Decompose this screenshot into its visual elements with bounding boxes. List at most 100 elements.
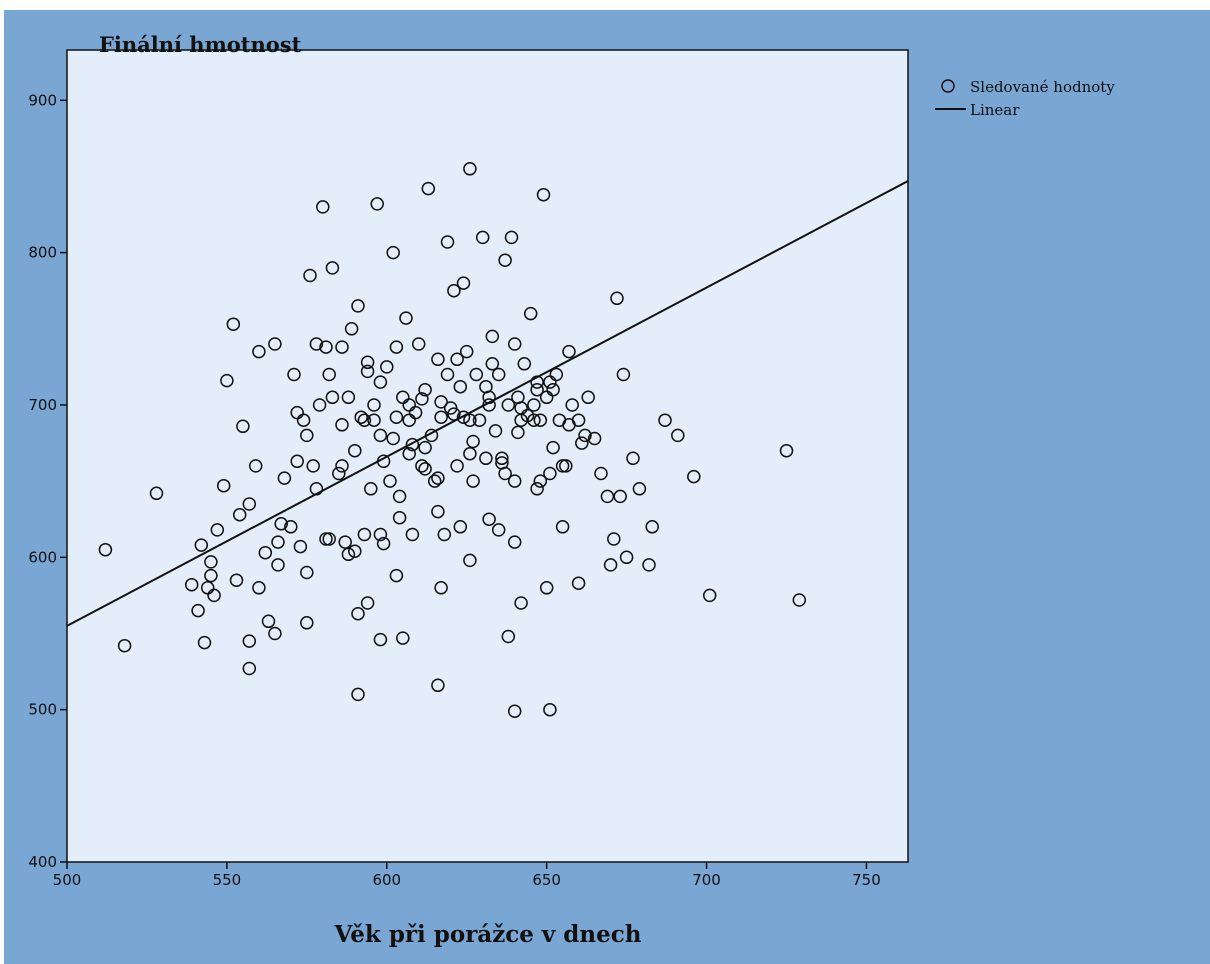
data-point — [383, 474, 397, 488]
data-point — [507, 337, 522, 351]
y-tick-label: 500 — [28, 701, 57, 719]
data-point — [322, 532, 336, 546]
data-point — [220, 373, 234, 388]
data-point — [386, 245, 400, 260]
data-point — [581, 390, 595, 405]
data-point — [575, 436, 589, 450]
plot-area — [66, 49, 909, 863]
data-point — [405, 527, 420, 542]
data-point — [418, 440, 432, 455]
data-point — [437, 527, 452, 542]
data-point — [402, 413, 416, 427]
data-point — [341, 390, 356, 405]
data-point — [204, 555, 218, 569]
data-point — [210, 523, 225, 537]
data-point — [226, 317, 241, 331]
data-point — [319, 340, 333, 354]
x-tick-label: 700 — [692, 871, 721, 889]
legend-label-linear: Linear — [970, 101, 1020, 119]
data-point — [271, 558, 285, 572]
data-point — [498, 466, 512, 481]
data-point — [98, 542, 113, 557]
data-point — [511, 390, 525, 405]
data-point — [399, 311, 413, 325]
y-tick-label: 400 — [28, 853, 57, 871]
data-point — [303, 268, 317, 283]
y-tick-label: 700 — [28, 396, 57, 414]
data-point — [367, 413, 381, 427]
y-tick-label: 600 — [28, 548, 57, 566]
data-point — [248, 459, 263, 473]
data-point — [216, 478, 231, 493]
data-point — [373, 527, 388, 542]
data-point — [325, 261, 340, 275]
data-point — [204, 568, 218, 583]
data-point — [642, 558, 656, 572]
data-point — [184, 577, 199, 592]
data-point — [792, 593, 807, 607]
data-point — [434, 395, 448, 409]
data-point — [459, 344, 474, 359]
data-point — [370, 197, 384, 211]
data-point — [418, 462, 432, 476]
data-point — [316, 200, 330, 214]
data-point — [232, 507, 247, 522]
data-point — [348, 544, 362, 558]
data-point — [258, 545, 273, 560]
data-point — [530, 382, 544, 397]
data-point — [229, 573, 244, 587]
data-point — [517, 357, 532, 371]
data-point — [357, 413, 372, 427]
data-point — [456, 276, 471, 290]
data-point — [491, 367, 506, 382]
data-point — [514, 596, 528, 610]
data-point — [415, 392, 429, 406]
data-point — [389, 568, 404, 583]
data-point — [261, 614, 276, 629]
y-tick-label: 800 — [28, 244, 57, 262]
data-point — [411, 337, 426, 351]
data-point — [555, 459, 570, 473]
data-point — [450, 459, 464, 473]
data-point — [559, 459, 573, 473]
data-point — [236, 419, 250, 434]
regression-line — [66, 180, 909, 627]
data-point — [434, 410, 448, 424]
data-point — [338, 535, 352, 549]
data-point — [418, 382, 432, 397]
data-point — [402, 398, 416, 412]
data-point — [533, 474, 548, 488]
data-point — [367, 398, 381, 412]
data-point — [434, 581, 448, 595]
data-point — [351, 299, 365, 313]
data-point — [632, 482, 647, 496]
data-point — [380, 360, 394, 374]
data-point — [600, 489, 615, 504]
data-points — [98, 162, 807, 718]
data-point — [507, 704, 522, 718]
data-point — [671, 428, 685, 443]
data-point — [658, 413, 672, 427]
x-tick-label: 650 — [532, 871, 561, 889]
data-point — [488, 424, 503, 438]
data-point — [530, 482, 544, 496]
data-point — [415, 459, 429, 473]
data-point — [626, 451, 640, 466]
data-point — [274, 517, 288, 531]
data-point — [475, 230, 490, 245]
data-point — [504, 230, 519, 245]
data-point — [485, 329, 500, 344]
data-point — [543, 375, 557, 389]
data-point — [463, 446, 477, 461]
data-point — [603, 558, 618, 572]
data-point — [565, 398, 579, 412]
data-point — [779, 443, 794, 458]
data-point — [360, 364, 375, 379]
data-point — [619, 550, 634, 565]
data-point — [392, 510, 407, 525]
data-point — [587, 431, 602, 446]
data-point — [396, 631, 410, 645]
data-point — [472, 413, 487, 427]
data-point — [149, 486, 164, 501]
